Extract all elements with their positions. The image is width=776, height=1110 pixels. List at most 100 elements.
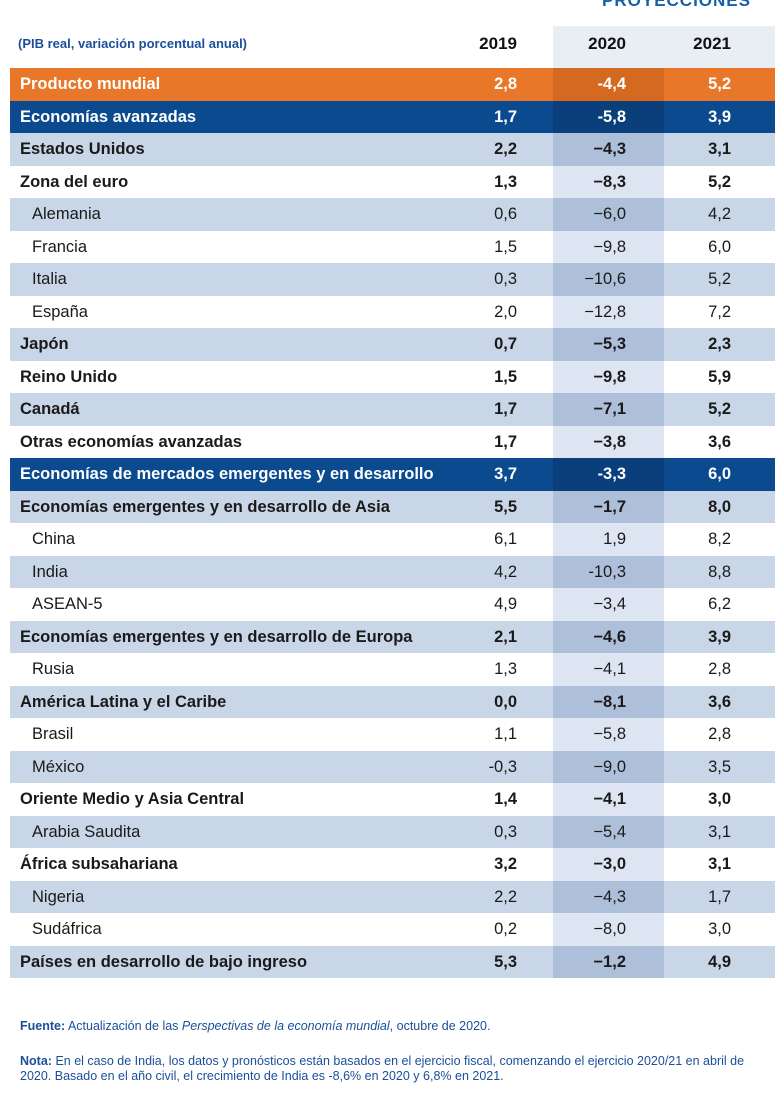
row-label: Nigeria bbox=[32, 887, 85, 906]
value-2019: 2,2 bbox=[494, 140, 517, 158]
value-2020: −12,8 bbox=[584, 302, 626, 321]
row-label-cell bbox=[10, 165, 553, 198]
row-2021-cell bbox=[664, 263, 775, 296]
row-label-cell bbox=[10, 555, 553, 588]
value-2019: -0,3 bbox=[488, 757, 517, 776]
row-2021-cell bbox=[664, 393, 775, 426]
value-2021: 3,5 bbox=[708, 757, 731, 776]
value-2020: −1,2 bbox=[593, 952, 626, 971]
row-2021-cell bbox=[664, 100, 775, 133]
row-label: Reino Unido bbox=[20, 367, 118, 386]
row-2021-cell bbox=[664, 458, 775, 491]
value-2019: 1,3 bbox=[494, 172, 517, 191]
row-label-cell bbox=[10, 100, 553, 133]
row-label-cell bbox=[10, 458, 553, 491]
row-label: Economías emergentes y en desarrollo de … bbox=[20, 497, 390, 516]
row-label: España bbox=[32, 302, 88, 321]
row-label-cell bbox=[10, 68, 553, 101]
value-2019: 4,9 bbox=[494, 595, 517, 613]
value-2021: 6,0 bbox=[708, 465, 731, 483]
row-2021-cell bbox=[664, 913, 775, 946]
row-label: China bbox=[32, 530, 76, 548]
row-2021-cell bbox=[664, 620, 775, 653]
value-2019: 0,0 bbox=[494, 692, 517, 711]
row-2021-cell bbox=[664, 945, 775, 978]
row-2021-cell bbox=[664, 425, 775, 458]
value-2019: 5,3 bbox=[494, 952, 517, 971]
table-row: Economías emergentes y en desarrollo de … bbox=[10, 620, 775, 653]
year-header-2019: 2019 bbox=[479, 34, 517, 53]
row-2020-cell bbox=[553, 848, 664, 881]
year-header-2020: 2020 bbox=[588, 34, 626, 53]
table-row: Francia 1,5 −9,8 6,0 bbox=[10, 230, 775, 263]
value-2019: 2,8 bbox=[494, 75, 517, 93]
source-pre: Actualización de las bbox=[67, 1019, 179, 1033]
row-label: África subsahariana bbox=[20, 855, 178, 873]
value-2020: −9,8 bbox=[593, 237, 626, 256]
value-2021: 8,0 bbox=[708, 497, 731, 516]
value-2019: 1,5 bbox=[494, 367, 517, 386]
row-2020-cell bbox=[553, 523, 664, 556]
value-2019: 0,2 bbox=[494, 920, 517, 938]
row-2020-cell bbox=[553, 263, 664, 296]
value-2020: −8,1 bbox=[593, 692, 626, 711]
row-2020-cell bbox=[553, 393, 664, 426]
value-2020: −3,0 bbox=[593, 855, 626, 873]
row-label-cell bbox=[10, 815, 553, 848]
row-label: América Latina y el Caribe bbox=[20, 692, 227, 711]
row-2020-cell bbox=[553, 653, 664, 686]
row-2021-cell bbox=[664, 750, 775, 783]
row-label: Economías emergentes y en desarrollo de … bbox=[20, 627, 413, 646]
value-2021: 2,8 bbox=[708, 725, 731, 743]
row-label-cell bbox=[10, 295, 553, 328]
row-label-cell bbox=[10, 913, 553, 946]
value-2019: 4,2 bbox=[494, 562, 517, 581]
row-label: Economías de mercados emergentes y en de… bbox=[20, 465, 434, 483]
value-2019: 0,3 bbox=[494, 822, 517, 841]
row-2020-cell bbox=[553, 360, 664, 393]
table-row: Alemania 0,6 −6,0 4,2 bbox=[10, 198, 775, 231]
row-2021-cell bbox=[664, 555, 775, 588]
value-2021: 6,0 bbox=[708, 237, 731, 256]
source-post: , octubre de 2020. bbox=[389, 1019, 491, 1033]
value-2019: 0,6 bbox=[494, 205, 517, 223]
row-2020-cell bbox=[553, 880, 664, 913]
row-2020-cell bbox=[553, 783, 664, 816]
row-2021-cell bbox=[664, 588, 775, 621]
row-label-cell bbox=[10, 523, 553, 556]
value-2020: -5,8 bbox=[597, 107, 626, 126]
table-row: ASEAN-5 4,9 −3,4 6,2 bbox=[10, 588, 775, 621]
row-2020-cell bbox=[553, 815, 664, 848]
projections-header: PROYECCIONES bbox=[553, 0, 775, 14]
row-label-cell bbox=[10, 230, 553, 263]
value-2019: 1,7 bbox=[494, 432, 517, 451]
source-note: Fuente: Actualización de las Perspectiva… bbox=[20, 1019, 760, 1034]
row-label: Italia bbox=[32, 270, 67, 288]
value-2021: 4,9 bbox=[708, 952, 731, 971]
value-2019: 2,0 bbox=[494, 302, 517, 321]
projections-header-band bbox=[553, 26, 775, 68]
value-2019: 2,2 bbox=[494, 887, 517, 906]
value-2020: 1,9 bbox=[603, 530, 626, 548]
row-label-cell bbox=[10, 490, 553, 523]
value-2021: 6,2 bbox=[708, 595, 731, 613]
row-2020-cell bbox=[553, 133, 664, 166]
row-2021-cell bbox=[664, 653, 775, 686]
value-2021: 8,2 bbox=[708, 530, 731, 548]
value-2020: −3,4 bbox=[593, 595, 626, 613]
value-2021: 2,8 bbox=[708, 660, 731, 678]
row-2020-cell bbox=[553, 588, 664, 621]
table-row: Sudáfrica 0,2 −8,0 3,0 bbox=[10, 913, 775, 946]
row-2021-cell bbox=[664, 328, 775, 361]
value-2019: 1,4 bbox=[494, 790, 517, 808]
row-label: Arabia Saudita bbox=[32, 822, 141, 841]
row-label: Otras economías avanzadas bbox=[20, 432, 242, 451]
row-label-cell bbox=[10, 588, 553, 621]
value-2021: 5,2 bbox=[708, 75, 731, 93]
row-label-cell bbox=[10, 750, 553, 783]
value-2021: 5,2 bbox=[708, 270, 731, 288]
row-label-cell bbox=[10, 328, 553, 361]
value-2021: 3,6 bbox=[708, 432, 731, 451]
row-2021-cell bbox=[664, 165, 775, 198]
row-label-cell bbox=[10, 945, 553, 978]
